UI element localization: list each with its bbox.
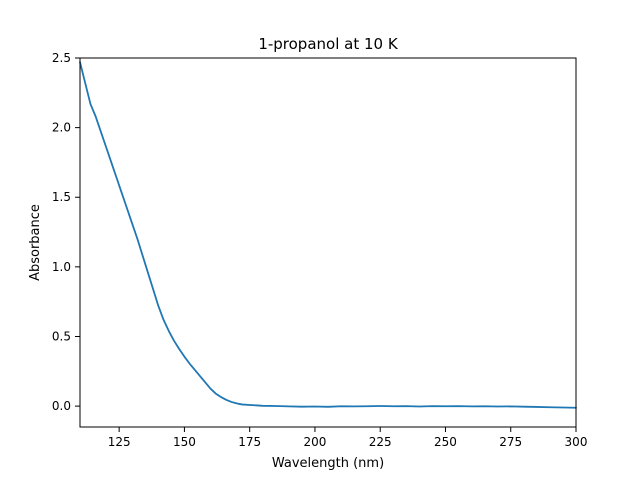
y-tick-label: 2.5 [52, 51, 71, 65]
y-tick-label: 2.0 [52, 121, 71, 135]
x-axis-label: Wavelength (nm) [272, 456, 384, 471]
y-tick-label: 0.5 [52, 329, 71, 343]
x-tick-label: 225 [369, 435, 392, 449]
x-tick-label: 150 [173, 435, 196, 449]
x-tick-label: 250 [434, 435, 457, 449]
absorbance-series-line [79, 61, 577, 409]
x-tick-label: 175 [238, 435, 261, 449]
x-tick-label: 200 [303, 435, 326, 449]
chart-title: 1-propanol at 10 K [258, 35, 399, 53]
x-tick-label: 125 [108, 435, 131, 449]
plot-frame [79, 57, 577, 428]
y-axis: 0.0 0.5 1.0 1.5 2.0 2.5 [52, 51, 80, 413]
series-layer [79, 61, 577, 409]
x-tick-label: 275 [499, 435, 522, 449]
y-axis-label: Absorbance [28, 204, 43, 281]
y-tick-label: 1.0 [52, 260, 71, 274]
y-tick-label: 1.5 [52, 190, 71, 204]
x-tick-label: 300 [565, 435, 588, 449]
y-tick-label: 0.0 [52, 399, 71, 413]
x-axis: 125 150 175 200 225 250 275 300 [108, 427, 588, 449]
